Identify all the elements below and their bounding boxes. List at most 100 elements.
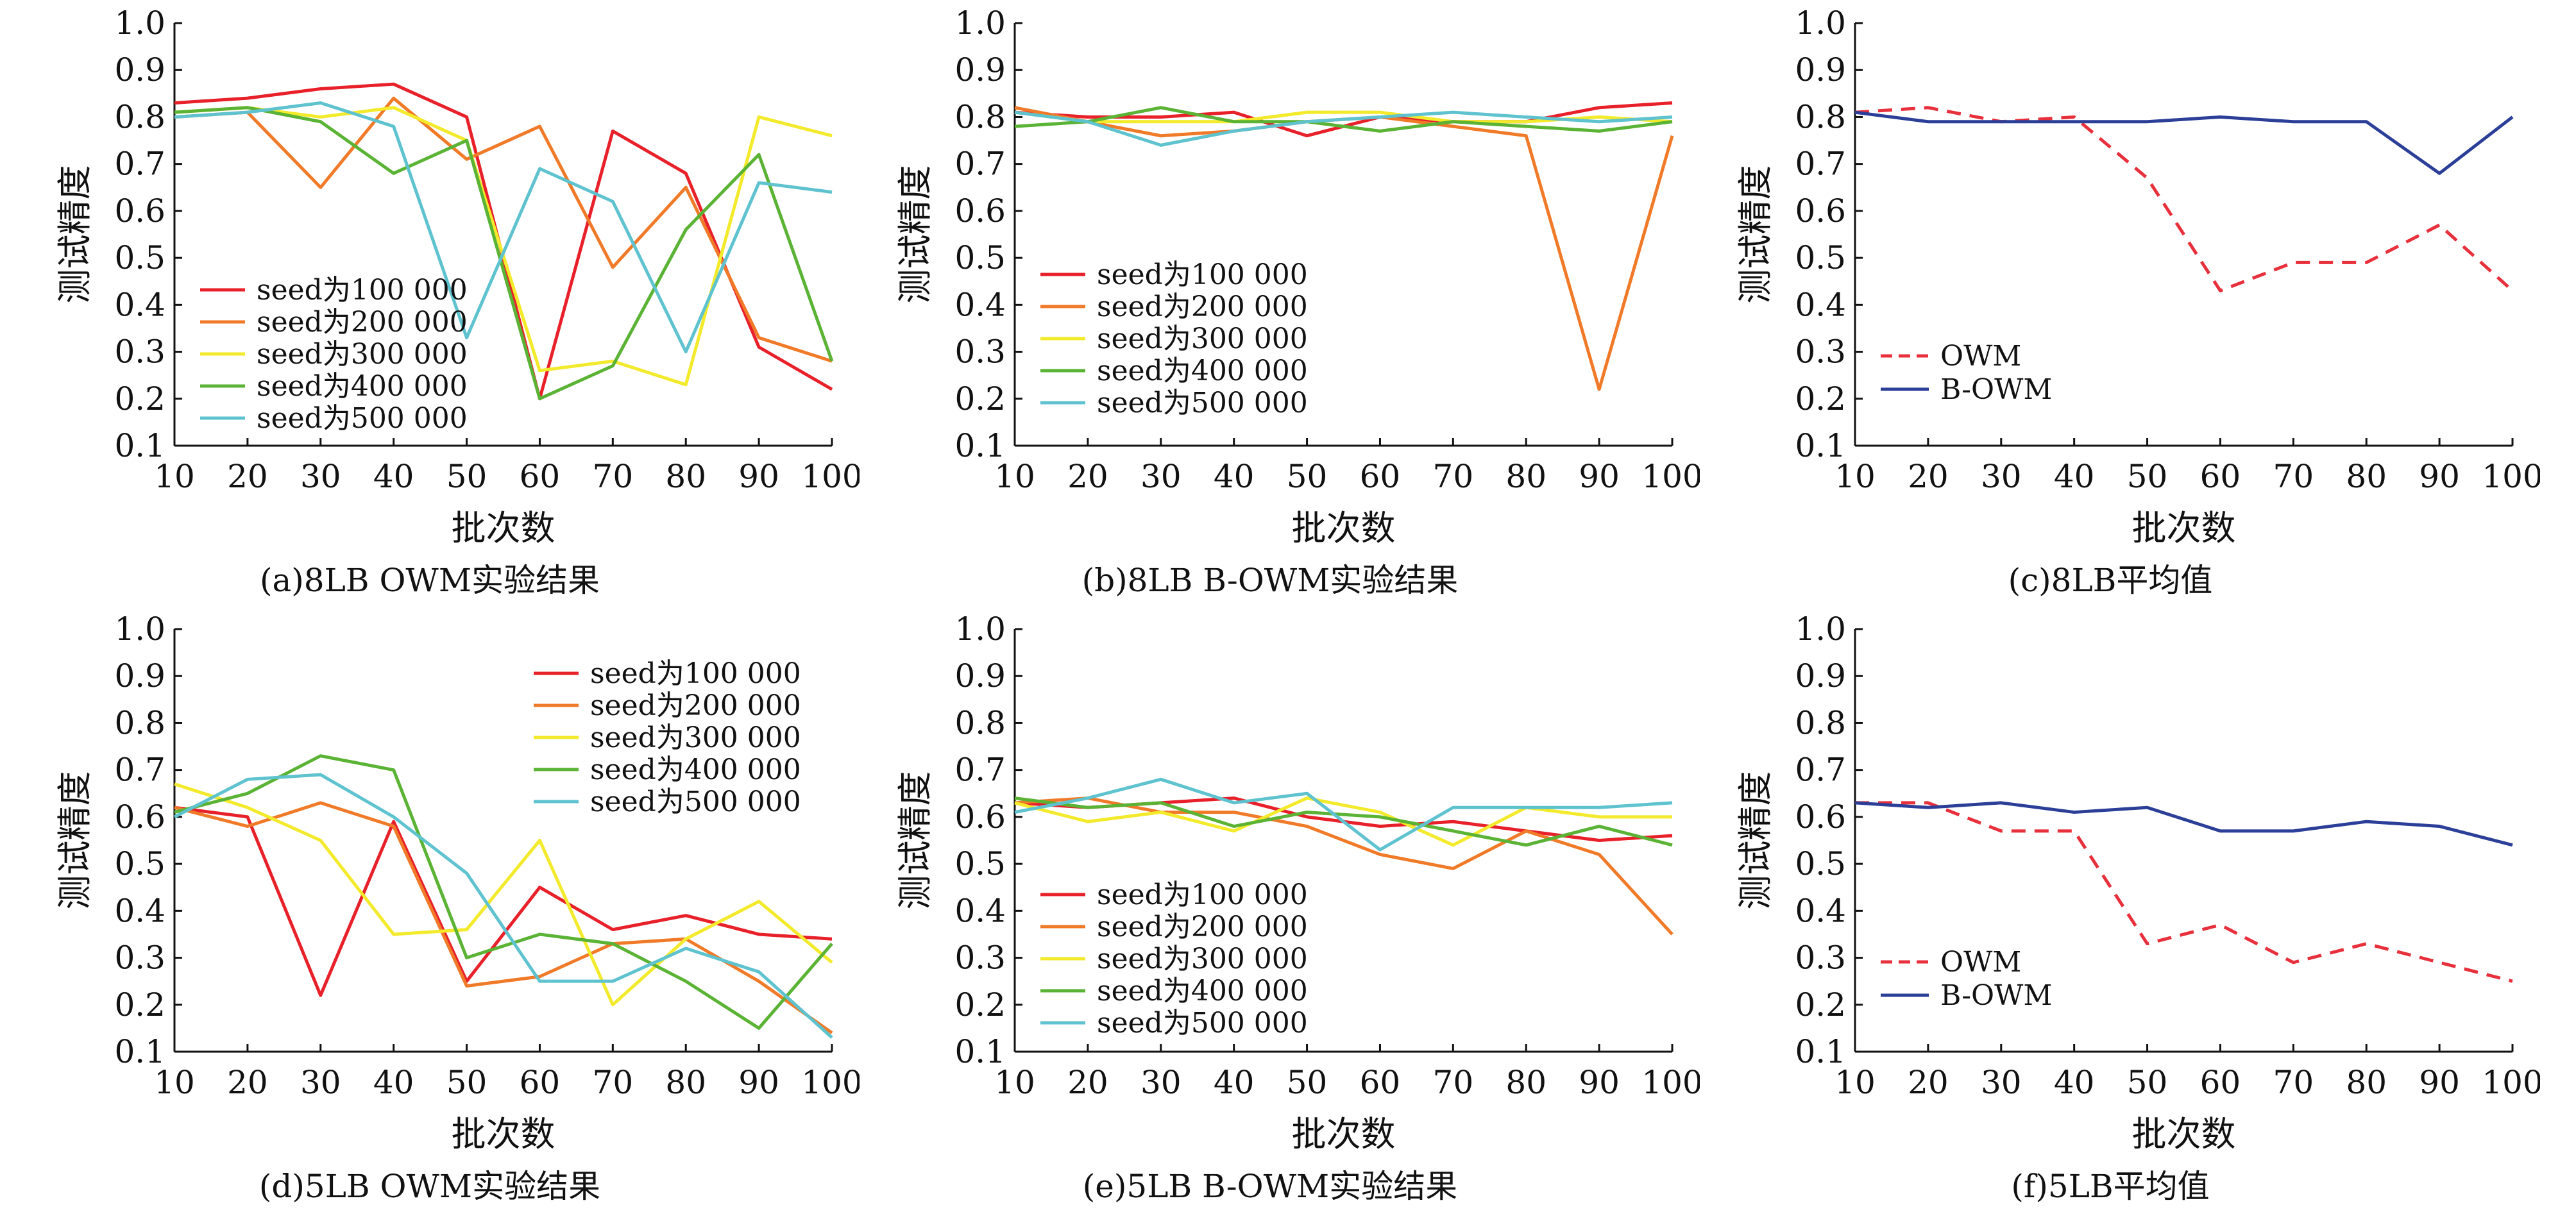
x-tick-label: 100 bbox=[1641, 1064, 1700, 1101]
y-axis-label: 测试精度 bbox=[55, 165, 95, 304]
series-line-2 bbox=[1854, 110, 2514, 175]
x-tick-label: 50 bbox=[1287, 458, 1328, 495]
y-axis-label: 测试精度 bbox=[1735, 771, 1775, 910]
legend-label: seed为400 000 bbox=[1097, 355, 1308, 387]
chart-panel-e: 0.1 0.2 0.3 0.4 0.5 0.6 0.7 0.8 0.9 1.0 10 20 30 40 50… bbox=[840, 606, 1700, 1212]
y-tick-label: 0.5 bbox=[954, 845, 1006, 882]
x-tick-label: 100 bbox=[801, 458, 860, 495]
legend-label: B-OWM bbox=[1940, 373, 2052, 406]
y-tick-label: 0.1 bbox=[114, 1033, 165, 1070]
legend-label: seed为200 000 bbox=[1097, 290, 1308, 323]
chart-svg-f: 0.1 0.2 0.3 0.4 0.5 0.6 0.7 0.8 0.9 1.0 10 20 30 40 50… bbox=[1735, 610, 2540, 1154]
x-tick-label: 80 bbox=[2346, 458, 2387, 495]
y-tick-label: 0.1 bbox=[954, 1033, 1006, 1070]
series-line-3 bbox=[174, 782, 833, 1007]
legend-label: seed为200 000 bbox=[1097, 911, 1308, 943]
x-tick-label: 20 bbox=[1067, 458, 1108, 495]
series-line-4 bbox=[174, 754, 833, 1030]
y-tick-label: 0.4 bbox=[114, 892, 165, 929]
y-tick-label: 0.4 bbox=[954, 286, 1006, 323]
x-tick-label: 60 bbox=[1360, 1064, 1401, 1101]
chart-caption: (f)5LB平均值 bbox=[2011, 1168, 2210, 1205]
chart-panel-c: 0.1 0.2 0.3 0.4 0.5 0.6 0.7 0.8 0.9 1.0 10 20 30 40 50… bbox=[1681, 0, 2540, 606]
x-tick-label: 30 bbox=[1981, 458, 2022, 495]
legend-label: B-OWM bbox=[1940, 979, 2052, 1012]
y-tick-label: 0.7 bbox=[1795, 752, 1846, 789]
legend-label: seed为100 000 bbox=[1097, 879, 1308, 911]
x-tick-label: 80 bbox=[665, 458, 706, 495]
y-tick-label: 0.2 bbox=[1795, 380, 1846, 417]
x-tick-label: 50 bbox=[2127, 1064, 2168, 1101]
x-tick-label: 20 bbox=[227, 1064, 268, 1101]
y-tick-label: 0.6 bbox=[1795, 798, 1846, 836]
x-tick-label: 70 bbox=[1433, 458, 1474, 495]
x-tick-label: 60 bbox=[2200, 1064, 2241, 1101]
y-tick-label: 0.5 bbox=[114, 239, 165, 276]
x-axis-label: 批次数 bbox=[2132, 508, 2236, 548]
y-tick-label: 0.2 bbox=[114, 380, 165, 417]
series-line-4 bbox=[174, 106, 834, 401]
x-tick-label: 10 bbox=[994, 1064, 1035, 1101]
y-tick-label: 0.6 bbox=[114, 798, 165, 836]
y-tick-label: 0.8 bbox=[954, 98, 1006, 135]
y-tick-label: 0.5 bbox=[954, 239, 1006, 276]
x-tick-label: 70 bbox=[2273, 458, 2314, 495]
chart-svg-b: 0.1 0.2 0.3 0.4 0.5 0.6 0.7 0.8 0.9 1.0 10 20 30 40 50… bbox=[895, 4, 1700, 548]
y-axis-label: 测试精度 bbox=[1735, 165, 1775, 304]
legend-label: OWM bbox=[1940, 340, 2021, 373]
legend-label: seed为100 000 bbox=[1097, 258, 1308, 291]
chart-caption: (d)5LB OWM实验结果 bbox=[258, 1168, 601, 1205]
y-tick-label: 1.0 bbox=[1795, 4, 1846, 42]
series-line-2 bbox=[174, 96, 833, 363]
x-tick-label: 30 bbox=[1981, 1064, 2022, 1101]
y-tick-label: 0.4 bbox=[1795, 892, 1846, 929]
legend-label: seed为300 000 bbox=[1097, 943, 1308, 975]
y-tick-label: 1.0 bbox=[114, 610, 165, 648]
x-tick-label: 20 bbox=[1067, 1064, 1108, 1101]
y-tick-label: 0.6 bbox=[954, 192, 1006, 230]
x-tick-label: 60 bbox=[520, 458, 561, 495]
x-tick-label: 90 bbox=[1579, 1064, 1620, 1101]
x-tick-label: 90 bbox=[738, 1064, 779, 1101]
x-tick-label: 90 bbox=[2419, 458, 2460, 495]
y-tick-label: 0.4 bbox=[954, 892, 1006, 929]
legend-label: seed为100 000 bbox=[590, 657, 801, 690]
y-tick-label: 0.1 bbox=[1795, 1033, 1846, 1070]
x-tick-label: 40 bbox=[2054, 1064, 2095, 1101]
y-tick-label: 0.7 bbox=[954, 752, 1006, 789]
y-tick-label: 0.2 bbox=[1795, 986, 1846, 1023]
chart-panel-d: 0.1 0.2 0.3 0.4 0.5 0.6 0.7 0.8 0.9 1.0 10 20 30 40 50… bbox=[0, 606, 860, 1212]
x-tick-label: 40 bbox=[373, 1064, 414, 1101]
legend-label: seed为300 000 bbox=[590, 721, 801, 754]
legend-label: seed为400 000 bbox=[257, 370, 468, 403]
y-tick-label: 0.4 bbox=[114, 286, 165, 323]
series-line-4 bbox=[1014, 796, 1673, 847]
chart-svg-a: 0.1 0.2 0.3 0.4 0.5 0.6 0.7 0.8 0.9 1.0 10 20 30 40 50… bbox=[55, 4, 860, 548]
y-tick-label: 0.3 bbox=[114, 333, 165, 371]
x-tick-label: 10 bbox=[1835, 458, 1876, 495]
x-tick-label: 70 bbox=[2273, 1064, 2314, 1101]
y-tick-label: 1.0 bbox=[1795, 610, 1846, 648]
x-tick-label: 40 bbox=[2054, 458, 2095, 495]
y-tick-label: 0.8 bbox=[1795, 704, 1846, 741]
x-axis-label: 批次数 bbox=[452, 508, 555, 548]
y-tick-label: 0.9 bbox=[1795, 51, 1846, 88]
y-tick-label: 0.3 bbox=[954, 939, 1006, 977]
legend-label: seed为300 000 bbox=[1097, 323, 1308, 355]
x-tick-label: 30 bbox=[300, 1064, 341, 1101]
legend-label: OWM bbox=[1940, 946, 2021, 979]
series-line-5 bbox=[1014, 777, 1673, 852]
x-tick-label: 80 bbox=[2346, 1064, 2387, 1101]
chart-panel-b: 0.1 0.2 0.3 0.4 0.5 0.6 0.7 0.8 0.9 1.0 10 20 30 40 50… bbox=[840, 0, 1700, 606]
x-tick-label: 50 bbox=[446, 1064, 487, 1101]
legend-label: seed为500 000 bbox=[1097, 1007, 1308, 1039]
series-line-1 bbox=[1855, 801, 2513, 983]
x-tick-label: 90 bbox=[738, 458, 779, 495]
x-axis-label: 批次数 bbox=[1292, 1114, 1396, 1154]
chart-caption: (e)5LB B-OWM实验结果 bbox=[1082, 1168, 1458, 1205]
x-tick-label: 90 bbox=[2419, 1064, 2460, 1101]
chart-caption: (a)8LB OWM实验结果 bbox=[259, 562, 600, 599]
series-line-4 bbox=[1014, 106, 1673, 133]
x-axis-label: 批次数 bbox=[1292, 508, 1396, 548]
y-tick-label: 0.5 bbox=[114, 845, 165, 882]
